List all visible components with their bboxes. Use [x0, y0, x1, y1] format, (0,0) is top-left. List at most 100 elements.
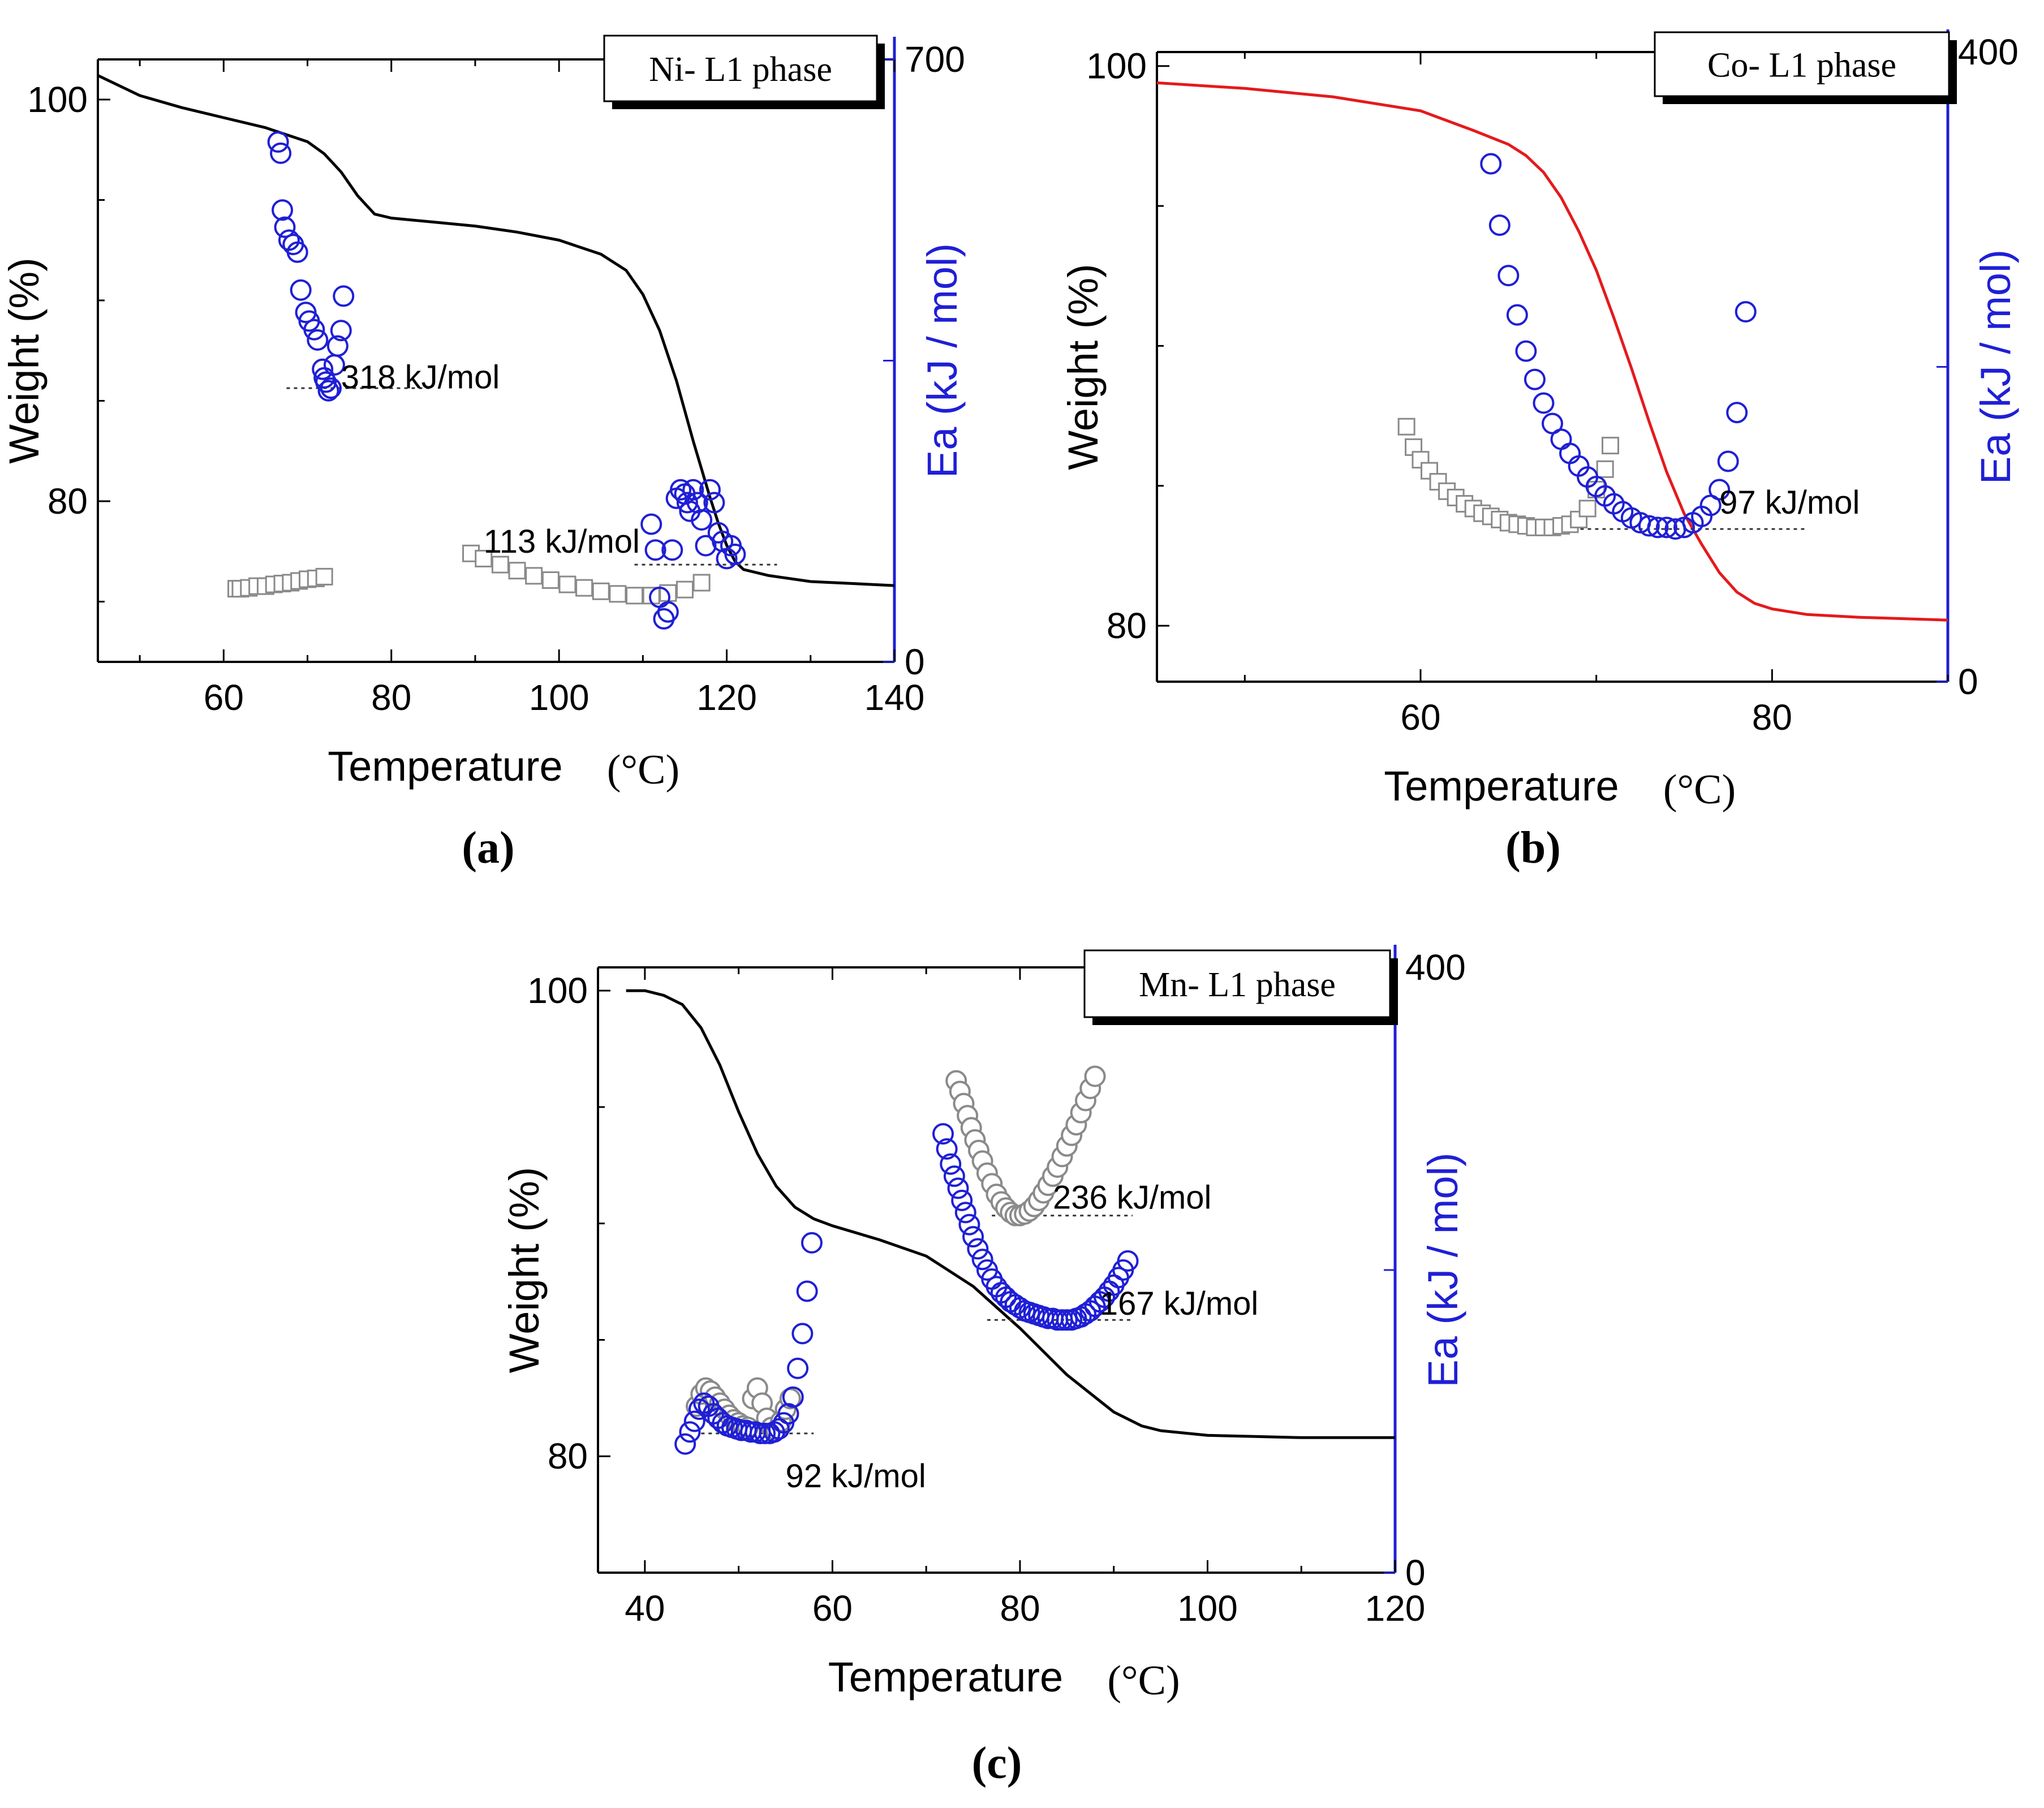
- x-axis-unit: (°C): [1107, 1658, 1180, 1704]
- ea-circle-point: [1550, 428, 1572, 450]
- ea-circle-point: [272, 199, 294, 221]
- ea-circle-point: [796, 1280, 818, 1302]
- x-tick-label: 60: [812, 1588, 853, 1629]
- ea-annotation: 113 kJ/mol: [484, 523, 640, 560]
- ea-circle-point: [699, 479, 721, 501]
- ea-circle-point: [312, 358, 334, 380]
- legend-label: Co- L1 phase: [1707, 46, 1896, 85]
- ea-circle-point: [644, 539, 666, 561]
- ea-circle-point: [330, 320, 352, 342]
- ea-square-point: [1578, 500, 1597, 518]
- y2-axis-title: Ea (kJ / mol): [919, 243, 966, 478]
- ea-annotation: 318 kJ/mol: [341, 359, 500, 395]
- ea-circle-point: [1498, 265, 1520, 287]
- y-tick-label: 80: [48, 481, 88, 522]
- ea-square-point: [508, 562, 526, 580]
- ea-square-point: [592, 582, 610, 600]
- ea-circle-point: [688, 1398, 711, 1420]
- ea-circle-point: [1717, 450, 1739, 472]
- ea-square-point: [558, 575, 576, 593]
- ea-square-point: [1397, 417, 1415, 436]
- ea-circle-point: [1524, 368, 1546, 390]
- ea-circle-point: [286, 241, 308, 263]
- y-tick-label: 100: [527, 970, 588, 1011]
- ea-circle-point: [1647, 516, 1669, 539]
- ea-circle-point: [936, 1138, 958, 1160]
- ea-circle-point: [947, 1177, 969, 1199]
- ea-circle-point: [682, 479, 704, 501]
- ea-circle-point: [267, 131, 289, 153]
- ea-square-point: [626, 587, 644, 605]
- panel-label: (a): [462, 823, 514, 873]
- x-tick-label: 80: [371, 677, 411, 718]
- weight-curve: [1156, 81, 1948, 622]
- ea-circle-point: [782, 1386, 804, 1408]
- ea-circle-point: [932, 1123, 954, 1145]
- panel-label-letter: b: [1521, 823, 1546, 873]
- panel-label: (c): [972, 1738, 1022, 1788]
- x-tick-label: 120: [1365, 1588, 1426, 1629]
- ea-square-point: [475, 549, 493, 567]
- y-axis-title: Weight (%): [1060, 264, 1107, 470]
- ea-circle-point: [1480, 153, 1502, 175]
- panel-label: (b): [1505, 823, 1561, 873]
- ea-square-point: [1602, 437, 1620, 455]
- x-tick-label: 120: [696, 677, 757, 718]
- ea-annotation: 92 kJ/mol: [786, 1458, 926, 1495]
- panel-c: 40 60 80 100 120 80 100 0 400 Temperature (°C) Weig…: [501, 945, 1466, 1788]
- ea-circle-point: [801, 1232, 823, 1254]
- y2-axis-title: Ea (kJ / mol): [1419, 1152, 1466, 1387]
- ea-circle-point: [670, 479, 692, 501]
- ea-circle-point: [695, 535, 717, 557]
- ea-square-point: [609, 585, 627, 603]
- ea-circle-point: [943, 1165, 965, 1187]
- ea-circle-point: [307, 329, 329, 351]
- ea-circle-point: [777, 1403, 799, 1425]
- y2-axis-title: Ea (kJ / mol): [1972, 249, 2019, 484]
- x-tick-label: 100: [1177, 1588, 1238, 1629]
- ea-annotation: 167 kJ/mol: [1100, 1285, 1258, 1322]
- ea-gray-circle-point: [1084, 1065, 1106, 1087]
- y2-tick-label: 400: [1958, 32, 2019, 72]
- ea-circle-point: [768, 1418, 790, 1440]
- ea-circle-point: [1709, 479, 1731, 501]
- ea-square-point: [1596, 460, 1614, 478]
- ea-circle-point: [315, 371, 337, 393]
- ea-circle-point: [958, 1213, 980, 1236]
- ea-circle-point: [951, 1189, 973, 1211]
- ea-circle-point: [326, 335, 348, 357]
- y-tick-label: 100: [1086, 46, 1147, 87]
- ea-circle-point: [724, 543, 746, 565]
- ea-circle-point: [1655, 516, 1677, 539]
- weight-curve: [97, 74, 895, 587]
- ea-circle-point: [674, 1433, 696, 1455]
- ea-circle-point: [940, 1153, 962, 1175]
- ea-circle-point: [1506, 304, 1528, 326]
- ea-circle-point: [640, 513, 662, 535]
- panel-b: 60 80 80 100 0 400 Temperature (°C) Weight (%) Ea…: [1060, 29, 2019, 873]
- ea-circle-point: [967, 1238, 989, 1260]
- ea-circle-point: [661, 539, 683, 561]
- legend-box: [1654, 31, 1950, 97]
- x-axis-title: Temperature: [328, 743, 562, 790]
- ea-circle-point: [962, 1226, 984, 1248]
- ea-square-point: [525, 567, 543, 585]
- y-tick-label: 100: [27, 79, 88, 120]
- y2-tick-label: 400: [1405, 947, 1466, 988]
- y2-tick-label: 0: [905, 642, 925, 682]
- ea-square-point: [675, 580, 694, 599]
- y2-tick-label: 0: [1958, 661, 1978, 702]
- x-tick-label: 80: [1000, 1588, 1040, 1629]
- ea-circle-point: [791, 1323, 814, 1345]
- weight-curve: [626, 989, 1395, 1439]
- ea-circle-point: [676, 492, 698, 514]
- ea-circle-point: [320, 377, 342, 399]
- ea-circle-point: [1726, 402, 1748, 424]
- ea-annotation: 236 kJ/mol: [1053, 1179, 1211, 1216]
- y2-tick-label: 0: [1405, 1552, 1426, 1593]
- ea-circle-point: [954, 1202, 976, 1224]
- y2-tick-label: 700: [905, 39, 965, 80]
- ea-square-point: [541, 571, 560, 589]
- panel-label-letter: c: [987, 1738, 1007, 1788]
- ea-square-point: [491, 556, 509, 574]
